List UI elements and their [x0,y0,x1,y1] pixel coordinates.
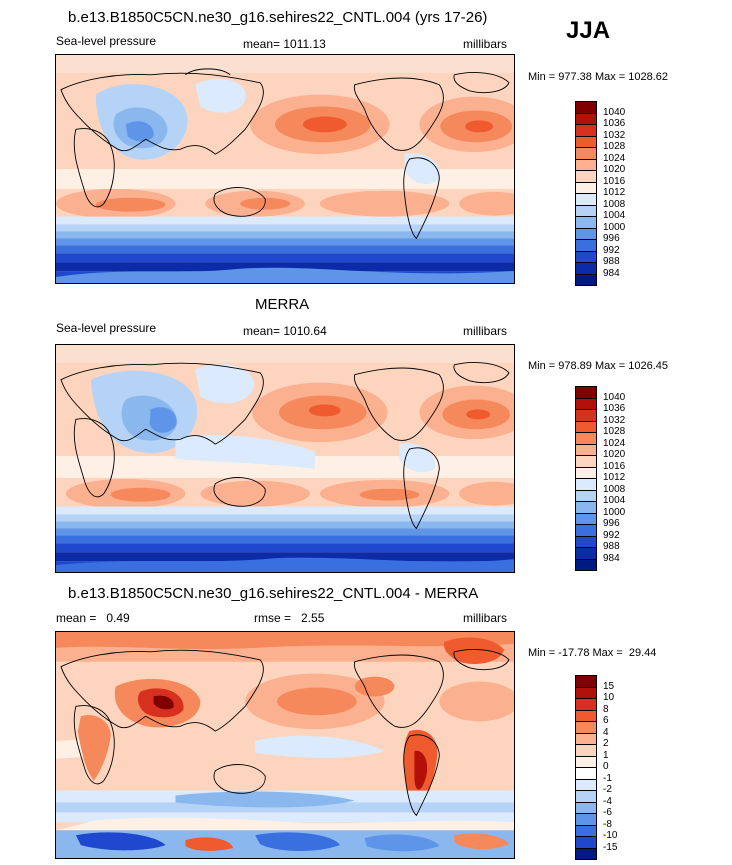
colorbar-tick-label: 15 [603,680,615,692]
panel1-contour-field [56,55,514,283]
panel1-colorbar: 1040 1036 1032 1028 1024 1020 1016 1012 1008 1004… [575,101,635,286]
colorbar-tick-label: 1028 [603,426,626,437]
panel2-mean-label: mean= 1010.64 [243,324,327,338]
colorbar-tick-label: 984 [603,267,620,279]
colorbar-tick-label: 1000 [603,506,626,518]
colorbar-tick-label: 1032 [603,129,626,141]
colorbar-tick-label: 2 [603,738,609,749]
colorbar-tick-label: -1 [603,772,612,784]
panel3-colorbar: 15 10 8 6 4 2 1 0 -1 -2 -4 -6 -8 -10 -15 [575,675,635,860]
colorbar-tick-label: 1032 [603,414,626,426]
panel3-map [55,631,515,859]
colorbar-tick-label: 1024 [603,437,626,449]
colorbar-tick-label: 1000 [603,221,626,233]
panel3-rmse-label: rmse = 2.55 [254,611,325,625]
colorbar-tick-label: 1004 [603,210,626,221]
panel3-title: b.e13.B1850C5CN.ne30_g16.sehires22_CNTL.… [68,585,479,602]
colorbar-tick-label: 8 [603,703,609,715]
colorbar-swatch [575,847,597,860]
colorbar-tick-label: -6 [603,807,612,818]
panel3-units-label: millibars [463,611,508,625]
panel2-colorbar: 1040 1036 1032 1028 1024 1020 1016 1012 1008 1004… [575,386,635,571]
panel1-title: b.e13.B1850C5CN.ne30_g16.sehires22_CNTL.… [68,9,488,26]
colorbar-tick-label: 0 [603,761,609,772]
colorbar-tick-label: 1024 [603,152,626,164]
colorbar-tick-label: 1016 [603,460,626,472]
colorbar-tick-label: 996 [603,518,620,529]
panel2-title: MERRA [255,296,310,313]
colorbar-tick-label: -4 [603,795,612,807]
colorbar-tick-label: 1020 [603,449,626,460]
panel2-units-label: millibars [463,324,508,338]
colorbar-tick-label: 992 [603,529,620,541]
colorbar-swatch [575,273,597,286]
colorbar-tick-label: 1028 [603,141,626,152]
colorbar-tick-label: 984 [603,552,620,564]
colorbar-tick-label: 1012 [603,472,626,483]
colorbar-tick-label: 1020 [603,164,626,175]
panel2-map [55,344,515,573]
colorbar-tick-label: 1040 [603,391,626,403]
colorbar-tick-label: 1016 [603,175,626,187]
colorbar-swatch [575,558,597,571]
panel2-variable-label: Sea-level pressure [56,321,157,335]
panel1-variable-label: Sea-level pressure [56,34,157,48]
panel2-minmax: Min = 978.89 Max = 1026.45 [528,360,669,372]
colorbar-tick-label: 1 [603,749,609,761]
panel1-mean-label: mean= 1011.13 [243,37,326,51]
colorbar-tick-label: 996 [603,233,620,244]
colorbar-tick-label: 988 [603,541,620,552]
colorbar-tick-label: 1008 [603,198,626,210]
panel3-mean-label: mean = 0.49 [56,611,130,625]
colorbar-tick-label: 6 [603,715,609,726]
colorbar-tick-label: 1008 [603,483,626,495]
panel1-units-label: millibars [463,37,508,51]
colorbar-tick-label: 988 [603,256,620,267]
colorbar-tick-label: -8 [603,818,612,830]
colorbar-tick-label: 4 [603,726,609,738]
colorbar-tick-label: -2 [603,784,612,795]
panel2-contour-field [56,345,514,572]
colorbar-tick-label: 1040 [603,106,626,118]
colorbar-tick-label: 1036 [603,403,626,414]
colorbar-tick-label: 992 [603,244,620,256]
colorbar-tick-label: -15 [603,841,618,853]
season-label: JJA [566,17,611,44]
colorbar-tick-label: 10 [603,692,615,703]
colorbar-tick-label: 1004 [603,495,626,506]
panel1-minmax: Min = 977.38 Max = 1028.62 [528,71,669,83]
panel3-minmax: Min = -17.78 Max = 29.44 [528,647,657,659]
colorbar-tick-label: -10 [603,830,618,841]
colorbar-tick-label: 1012 [603,187,626,198]
colorbar-tick-label: 1036 [603,118,626,129]
panel1-map [55,54,515,284]
panel3-contour-field [56,632,514,858]
